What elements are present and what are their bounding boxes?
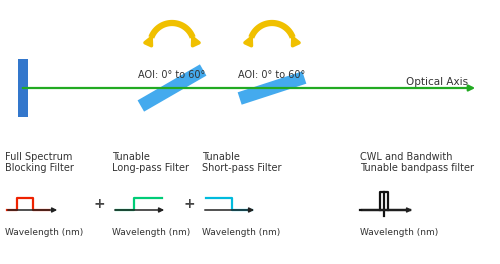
Text: Short-pass Filter: Short-pass Filter <box>202 163 281 173</box>
Text: +: + <box>93 197 105 211</box>
Text: Optical Axis: Optical Axis <box>406 77 468 87</box>
Text: Wavelength (nm): Wavelength (nm) <box>5 228 83 237</box>
Text: Tunable: Tunable <box>112 152 150 162</box>
Text: Wavelength (nm): Wavelength (nm) <box>202 228 280 237</box>
Text: CWL and Bandwith: CWL and Bandwith <box>360 152 452 162</box>
Text: Blocking Filter: Blocking Filter <box>5 163 74 173</box>
Text: Tunable: Tunable <box>202 152 240 162</box>
Text: AOI: 0° to 60°: AOI: 0° to 60° <box>238 70 306 80</box>
Text: +: + <box>183 197 195 211</box>
Text: Long-pass Filter: Long-pass Filter <box>112 163 189 173</box>
Polygon shape <box>238 71 306 105</box>
Polygon shape <box>138 64 206 112</box>
Text: Wavelength (nm): Wavelength (nm) <box>360 228 438 237</box>
Bar <box>18 59 28 117</box>
Text: Full Spectrum: Full Spectrum <box>5 152 72 162</box>
Text: Tunable bandpass filter: Tunable bandpass filter <box>360 163 474 173</box>
Text: AOI: 0° to 60°: AOI: 0° to 60° <box>138 70 205 80</box>
Text: Wavelength (nm): Wavelength (nm) <box>112 228 190 237</box>
